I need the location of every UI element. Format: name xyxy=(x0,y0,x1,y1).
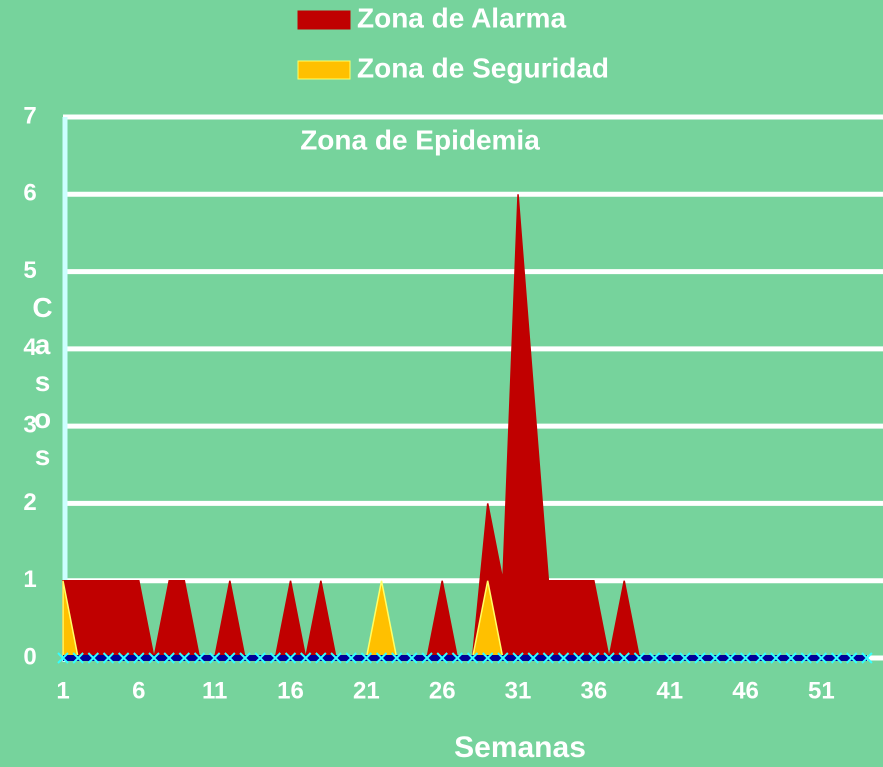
marker xyxy=(830,652,843,664)
marker xyxy=(330,652,342,664)
marker xyxy=(299,652,312,664)
x-tick-label: 6 xyxy=(132,677,145,704)
marker xyxy=(466,652,479,664)
marker xyxy=(633,652,646,664)
marker xyxy=(208,652,221,664)
marker xyxy=(57,652,69,664)
y-tick-label: 7 xyxy=(23,102,36,129)
marker xyxy=(664,652,676,664)
marker xyxy=(527,652,539,664)
marker xyxy=(739,652,752,664)
marker xyxy=(618,652,630,664)
marker xyxy=(512,652,524,664)
marker xyxy=(573,652,585,664)
marker xyxy=(406,652,418,664)
x-tick-label: 26 xyxy=(429,677,456,704)
marker xyxy=(557,652,570,664)
x-tick-label: 51 xyxy=(808,677,835,704)
marker xyxy=(451,652,464,664)
marker xyxy=(846,652,858,664)
marker xyxy=(390,652,403,664)
marker xyxy=(542,652,555,664)
marker xyxy=(133,652,145,664)
y-tick-label: 0 xyxy=(23,643,36,670)
marker xyxy=(481,652,494,664)
marker xyxy=(709,652,721,664)
marker xyxy=(815,652,828,664)
marker xyxy=(193,652,206,664)
marker xyxy=(360,652,373,664)
marker xyxy=(755,652,767,664)
x-tick-label: 21 xyxy=(353,677,380,704)
marker xyxy=(785,652,797,664)
marker xyxy=(694,652,706,664)
marker xyxy=(148,652,160,664)
marker xyxy=(770,652,782,664)
x-tick-label: 16 xyxy=(277,677,304,704)
marker xyxy=(254,652,266,664)
marker xyxy=(421,652,433,664)
marker xyxy=(117,652,130,664)
marker xyxy=(800,652,812,664)
marker xyxy=(497,652,509,664)
marker xyxy=(648,652,661,664)
annotation: Zona de Epidemia xyxy=(300,124,540,155)
y-tick-label: 5 xyxy=(23,257,36,284)
marker xyxy=(603,652,615,664)
y-tick-label: 3 xyxy=(23,411,36,438)
marker xyxy=(284,652,297,664)
y-tick-label: 4 xyxy=(23,334,37,361)
marker xyxy=(87,652,100,664)
legend-label: Zona de Alarma xyxy=(357,2,566,33)
marker xyxy=(679,652,691,664)
marker xyxy=(861,652,873,664)
x-tick-label: 36 xyxy=(581,677,608,704)
marker xyxy=(239,652,251,664)
y-tick-label: 2 xyxy=(23,489,36,516)
x-tick-label: 41 xyxy=(656,677,683,704)
legend-swatch xyxy=(297,60,351,80)
x-tick-label: 46 xyxy=(732,677,759,704)
marker xyxy=(375,652,388,664)
x-tick-label: 11 xyxy=(202,677,227,704)
marker xyxy=(724,652,737,664)
marker xyxy=(436,652,448,664)
marker xyxy=(588,652,600,664)
marker xyxy=(72,652,84,664)
x-axis-label: Semanas xyxy=(454,731,586,764)
x-tick-label: 31 xyxy=(505,677,532,704)
marker xyxy=(224,652,236,664)
legend-label: Zona de Seguridad xyxy=(357,52,609,83)
marker xyxy=(315,652,327,664)
marker xyxy=(163,652,175,664)
y-tick-label: 6 xyxy=(23,180,36,207)
marker xyxy=(178,652,191,664)
marker xyxy=(345,652,357,664)
legend-swatch xyxy=(297,10,351,30)
marker xyxy=(102,652,115,664)
y-axis-label: Casos xyxy=(27,292,58,477)
x-tick-label: 1 xyxy=(56,677,69,704)
marker xyxy=(269,652,282,664)
y-tick-label: 1 xyxy=(23,566,36,593)
